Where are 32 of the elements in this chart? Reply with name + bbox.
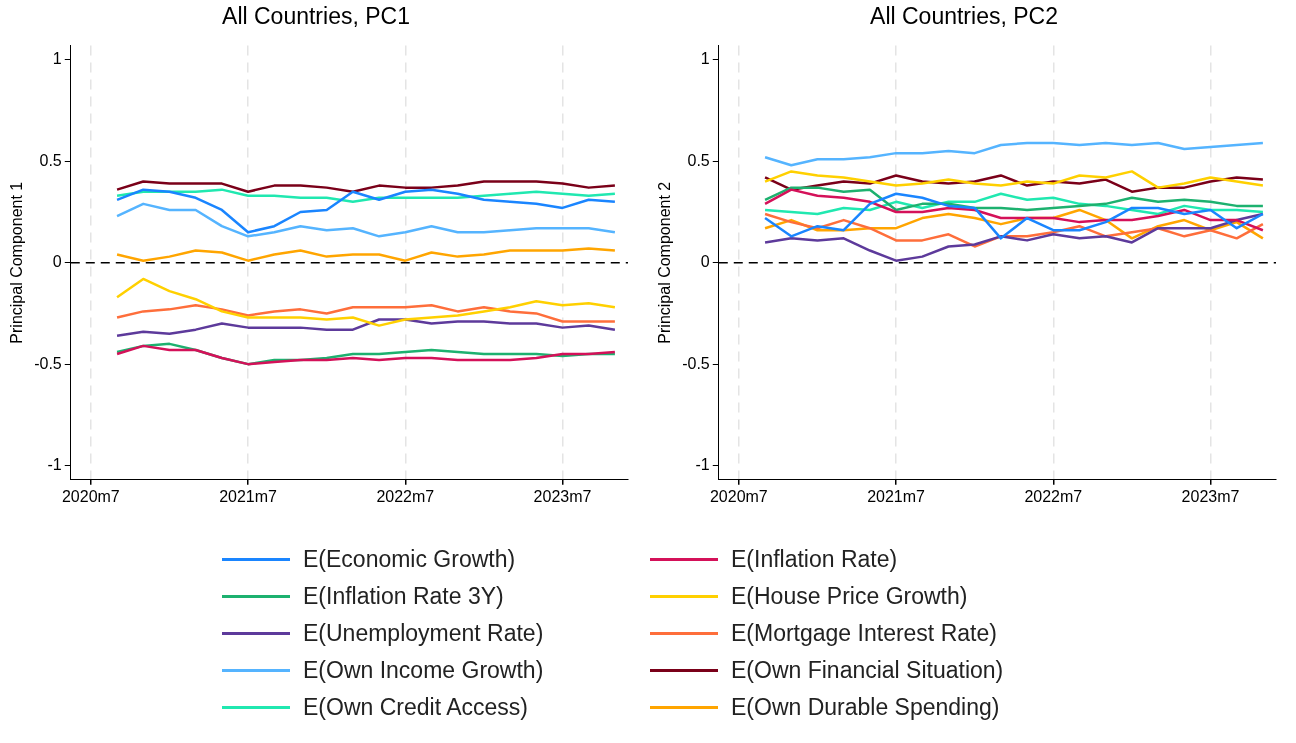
legend-label: E(Own Durable Spending) [731,693,1000,721]
legend-label: E(Inflation Rate) [731,545,898,573]
y-tick-label: 0 [700,253,710,271]
x-tick-label: 2022m7 [376,487,435,505]
legend-label: E(Economic Growth) [303,545,516,573]
x-tick-label: 2021m7 [867,487,926,505]
legend-label: E(Inflation Rate 3Y) [303,582,504,610]
y-tick-label: 1 [52,50,62,68]
y-tick-label: -1 [47,456,62,473]
chart-title: All Countries, PC2 [870,3,1058,30]
y-tick-label: 0 [52,253,62,271]
legend-label: E(Own Income Growth) [303,656,544,684]
legend-label: E(Own Financial Situation) [731,656,1004,684]
legend-label: E(Mortgage Interest Rate) [731,619,997,647]
x-tick-label: 2020m7 [61,487,120,505]
y-axis-title: Principal Component 2 [656,181,674,344]
legend-label: E(Own Credit Access) [303,693,528,721]
y-tick-label: 0.5 [687,151,710,169]
chart-title: All Countries, PC1 [222,3,410,30]
y-axis-title: Principal Component 1 [8,181,26,344]
x-tick-label: 2020m7 [709,487,768,505]
legend-label: E(House Price Growth) [731,582,968,610]
y-tick-label: -0.5 [682,354,710,372]
x-tick-label: 2022m7 [1024,487,1083,505]
y-tick-label: 1 [700,50,710,68]
y-tick-label: 0.5 [39,151,62,169]
legend-label: E(Unemployment Rate) [303,619,544,647]
x-tick-label: 2021m7 [219,487,278,505]
x-tick-label: 2023m7 [1181,487,1240,505]
x-tick-label: 2023m7 [533,487,592,505]
y-tick-label: -0.5 [34,354,62,372]
y-tick-label: -1 [695,456,710,473]
